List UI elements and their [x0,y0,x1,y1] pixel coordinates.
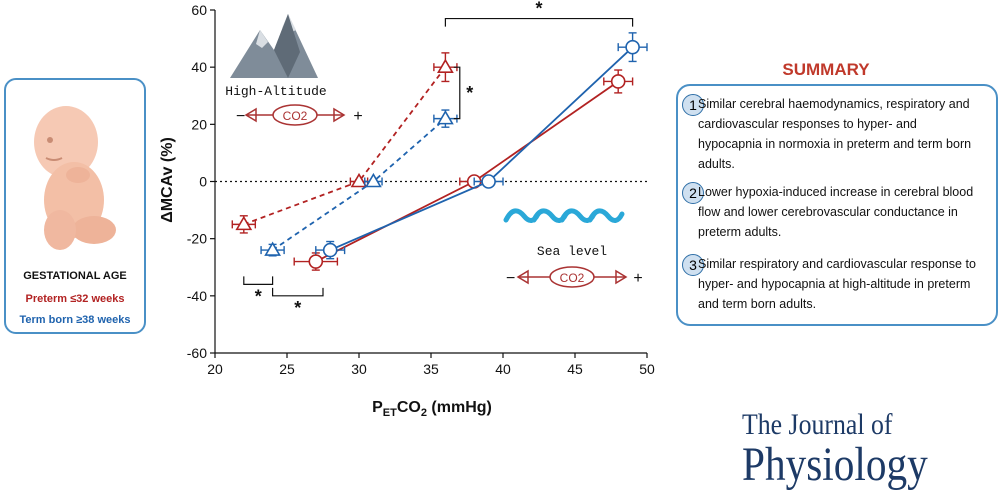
gestational-age-panel: GESTATIONAL AGE Preterm ≤32 weeks Term b… [4,78,146,334]
data-point [235,215,253,231]
svg-text:+: + [353,108,362,125]
series-preterm-high-altitude [231,52,458,234]
summary-title: SUMMARY [782,60,870,79]
y-tick-label: 20 [191,116,207,132]
data-point [481,174,496,189]
termborn-legend-label: Term born ≥38 weeks [19,314,131,326]
data-point [322,242,338,258]
data-point [264,241,281,256]
svg-text:CO2: CO2 [560,271,585,285]
y-tick-label: -20 [187,231,207,247]
summary-text: Similar respiratory and cardiovascular r… [698,257,976,311]
journal-name-line2: Physiology [742,438,928,491]
data-point [610,74,626,89]
x-axis-label: PETCO2 (mmHg) [372,399,492,419]
significance-marker: * [453,66,473,120]
y-tick-label: 60 [191,2,207,18]
high-altitude-annotation: High-Altitude − CO2 + [225,14,363,126]
x-tick-label: 20 [207,361,223,377]
significance-bracket [453,66,461,120]
x-tick-label: 25 [279,361,295,377]
y-tick-label: -40 [187,288,207,304]
preterm-legend-label: Preterm ≤32 weeks [25,293,125,305]
sea-level-label: Sea level [537,244,607,259]
gestational-age-title: GESTATIONAL AGE [23,270,127,282]
significance-bracket [272,287,324,297]
svg-text:+: + [633,270,642,287]
significance-bracket [243,276,274,285]
data-point [365,172,382,188]
co2-scale-sea-level: − CO2 + [506,266,643,288]
journal-name-line1: The Journal of [742,408,893,441]
series-termborn-high-altitude [260,109,458,257]
svg-text:−: − [506,270,515,287]
data-point [437,58,454,73]
summary-box: 1 Similar cerebral haemodynamics, respir… [676,84,998,326]
summary-number: 3 [682,254,704,276]
series-line [243,66,447,226]
significance-marker: * [444,0,634,27]
x-tick-label: 30 [351,361,367,377]
y-tick-label: 40 [191,59,207,75]
series-termborn-sea-level [315,32,648,260]
x-tick-label: 35 [423,361,439,377]
tick-labels: -60 -40 -20 0 20 40 60 20 25 30 35 40 45 50 [187,2,655,377]
x-tick-label: 45 [567,361,583,377]
significance-star: * [535,0,542,19]
significance-star: * [255,286,262,306]
summary-text: Lower hypoxia-induced increase in cerebr… [698,185,974,239]
sea-level-annotation: Sea level − CO2 + [503,208,643,288]
significance-marker: * [243,276,274,306]
y-tick-label: -60 [187,345,207,361]
data-point [625,39,640,55]
significance-bracket [444,17,634,27]
y-tick-label: 0 [199,174,207,190]
x-tick-label: 50 [639,361,655,377]
significance-marker: * [272,287,324,318]
summary-number: 1 [682,94,704,116]
summary-number: 2 [682,182,704,204]
significance-markers: * * * * [243,0,634,318]
mcav-chart: * * * * -60 -40 -20 0 20 40 60 20 25 30 35 40 45 50 High… [159,0,655,419]
co2-scale-high-altitude: − CO2 + [236,104,363,126]
significance-star: * [294,298,301,318]
summary-text: Similar cerebral haemodynamics, respirat… [698,97,972,171]
x-tick-label: 40 [495,361,511,377]
data-point [350,172,368,188]
wave-icon [503,208,625,223]
series-preterm-sea-level [293,69,634,271]
data-point [437,110,454,125]
mountain-icon [230,14,318,78]
chart-series [231,32,648,271]
fetus-icon [34,106,116,250]
data-point [308,254,324,269]
svg-text:−: − [236,108,245,125]
significance-star: * [466,83,473,103]
svg-text:CO2: CO2 [283,109,308,123]
high-altitude-label: High-Altitude [225,84,326,99]
y-axis-label: ΔMCAv (%) [159,137,176,223]
